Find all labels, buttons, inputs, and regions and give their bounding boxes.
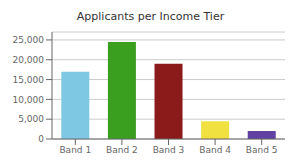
svg-text:25,000: 25,000 (13, 35, 45, 45)
svg-text:Band 5: Band 5 (246, 145, 278, 155)
html-text:Applicants per Income Tier: Applicants per Income Tier (76, 10, 225, 23)
svg-text:15,000: 15,000 (13, 75, 45, 85)
svg-text:0: 0 (38, 134, 44, 144)
svg-text:Band 4: Band 4 (199, 145, 231, 155)
svg-text:Band 2: Band 2 (106, 145, 138, 155)
svg-text:Band 1: Band 1 (59, 145, 91, 155)
svg-text:5,000: 5,000 (18, 114, 44, 124)
svg-text:10,000: 10,000 (13, 95, 45, 105)
svg-text:20,000: 20,000 (13, 55, 45, 65)
svg-text:Band 3: Band 3 (153, 145, 185, 155)
